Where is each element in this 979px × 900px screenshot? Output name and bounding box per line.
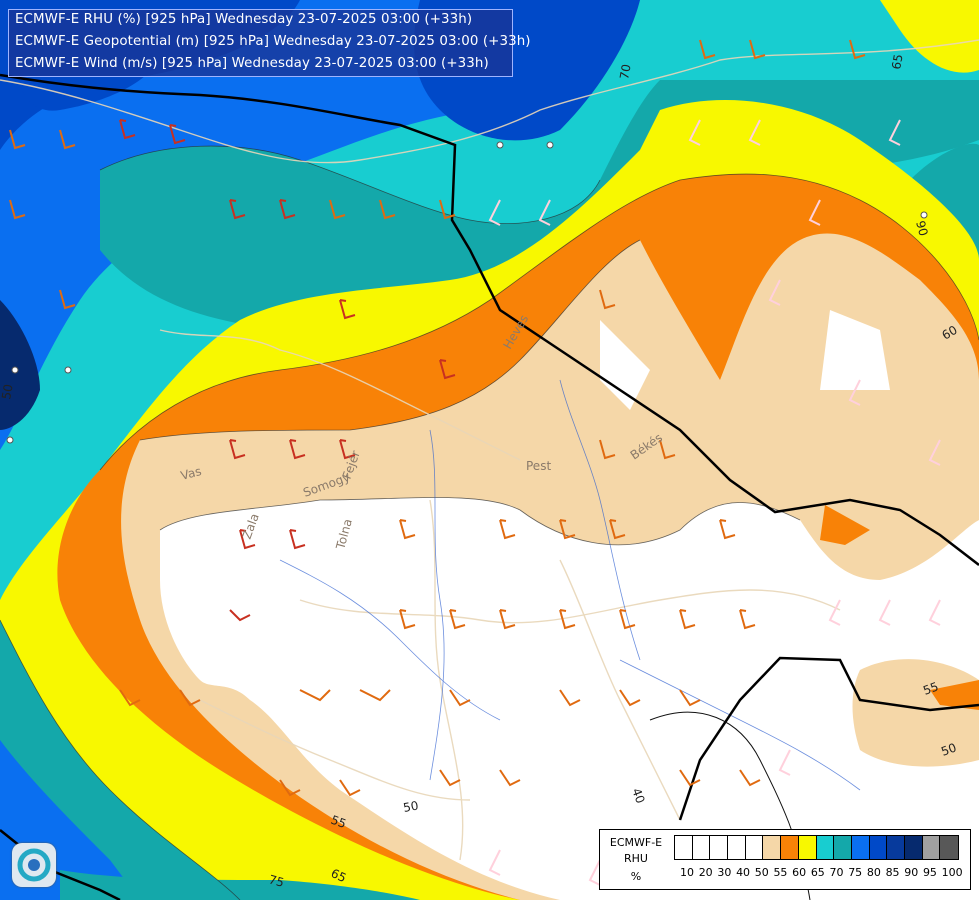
map-title-box: ECMWF-E RHU (%) [925 hPa] Wednesday 23-0… (8, 9, 531, 77)
wind-barbs (6, 39, 941, 886)
legend-title-variable: RHU (624, 852, 648, 865)
svg-text:65: 65 (889, 53, 905, 70)
provider-logo (12, 843, 56, 887)
svg-text:50: 50 (0, 383, 16, 400)
legend-swatch (834, 836, 852, 859)
legend-swatch (851, 836, 870, 859)
legend-tick: 50 (754, 866, 769, 879)
legend-tick: 85 (885, 866, 900, 879)
svg-text:90: 90 (913, 219, 930, 237)
legend-swatch (728, 836, 746, 859)
title-rhu: ECMWF-E RHU (%) [925 hPa] Wednesday 23-0… (15, 12, 473, 27)
region-borders (0, 39, 979, 861)
region-label: Pest (526, 459, 551, 473)
legend-tick: 100 (941, 866, 963, 879)
legend-swatch (675, 836, 693, 859)
legend-swatch (816, 836, 835, 859)
svg-text:70: 70 (617, 63, 633, 80)
legend-swatch (781, 836, 799, 859)
contour-labels: 70 65 60 55 50 40 75 90 55 50 65 50 (0, 53, 960, 890)
legend-swatch (922, 836, 941, 859)
legend-tick: 40 (736, 866, 751, 879)
legend-swatch (904, 836, 923, 859)
legend-swatch (798, 836, 817, 859)
svg-text:60: 60 (940, 323, 960, 343)
legend-title-unit: % (630, 870, 642, 883)
legend-swatch (692, 836, 711, 859)
legend-tick: 75 (848, 866, 863, 879)
region-label: Vas (179, 464, 203, 483)
legend-swatch (763, 836, 782, 859)
legend-tick: 90 (904, 866, 919, 879)
svg-text:50: 50 (402, 799, 419, 815)
legend-tick: 80 (866, 866, 881, 879)
color-legend: ECMWF-E RHU % 10 20 30 40 50 55 60 65 70 75 80 85 90… (599, 829, 971, 890)
legend-tick: 10 (680, 866, 694, 879)
svg-text:50: 50 (939, 740, 958, 758)
legend-title-model: ECMWF-E (609, 836, 663, 849)
legend-tick: 55 (773, 866, 788, 879)
svg-text:55: 55 (921, 679, 940, 697)
legend-swatch (940, 836, 958, 859)
legend-tick: 20 (698, 866, 713, 879)
title-geopotential: ECMWF-E Geopotential (m) [925 hPa] Wedne… (15, 34, 531, 49)
legend-swatch (710, 836, 729, 859)
legend-tick: 70 (829, 866, 844, 879)
legend-tick: 30 (717, 866, 732, 879)
legend-tick: 95 (922, 866, 937, 879)
title-wind: ECMWF-E Wind (m/s) [925 hPa] Wednesday 2… (15, 56, 489, 71)
svg-text:65: 65 (329, 866, 349, 885)
legend-tick: 65 (810, 866, 825, 879)
legend-swatch (869, 836, 888, 859)
svg-text:40: 40 (629, 786, 647, 805)
legend-swatches (674, 835, 959, 860)
legend-swatch (745, 836, 764, 859)
legend-swatch (887, 836, 905, 859)
svg-text:75: 75 (267, 872, 285, 889)
contour-lines (0, 145, 979, 900)
svg-text:55: 55 (329, 813, 348, 831)
legend-tick: 60 (792, 866, 807, 879)
legend-ticks: 10 20 30 40 50 55 60 65 70 75 80 85 90 95 100 (680, 866, 963, 879)
rivers (279, 379, 861, 791)
